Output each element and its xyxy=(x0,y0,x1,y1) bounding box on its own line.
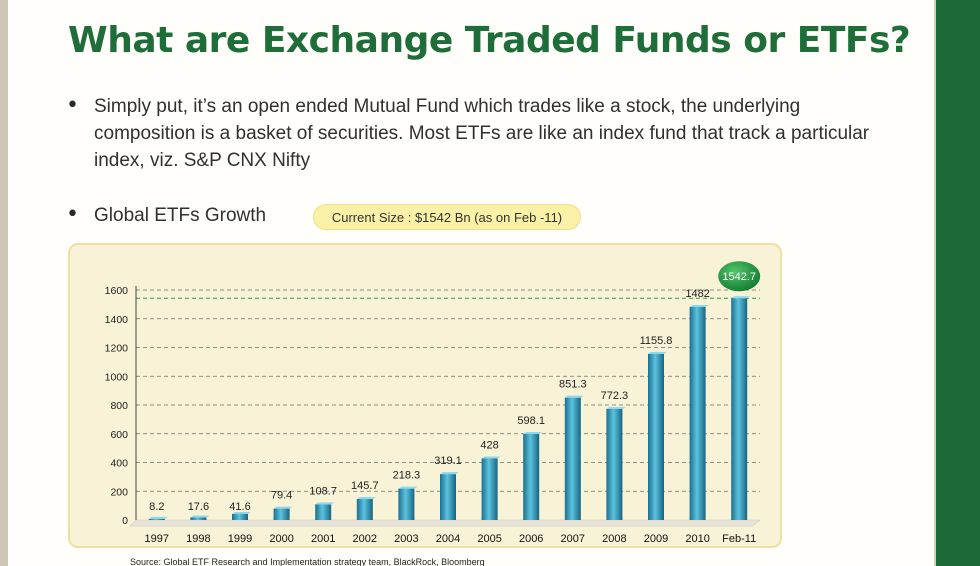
bar-top-2000 xyxy=(273,506,293,509)
y-tick-label-1600: 1600 xyxy=(105,285,129,297)
x-tick-label-Feb-11: Feb-11 xyxy=(722,533,756,545)
data-label-2001: 108.7 xyxy=(309,485,337,497)
data-label-2006: 598.1 xyxy=(517,415,545,427)
bar-1999 xyxy=(232,514,248,520)
y-tick-label-1000: 1000 xyxy=(105,371,129,383)
bar-top-2007 xyxy=(564,395,584,398)
y-tick-label-1200: 1200 xyxy=(105,343,129,355)
bar-top-2009 xyxy=(648,351,667,354)
chart-floor xyxy=(129,519,761,527)
bar-top-2001 xyxy=(315,502,335,505)
bar-1998 xyxy=(190,517,207,520)
x-tick-label-2000: 2000 xyxy=(269,533,293,545)
bullet-marker-1: • xyxy=(66,93,79,118)
bar-2005 xyxy=(481,458,498,520)
bar-top-Feb-11 xyxy=(731,296,751,299)
x-tick-label-2009: 2009 xyxy=(644,533,668,545)
data-label-2004: 319.1 xyxy=(434,455,462,467)
bar-1997 xyxy=(148,518,165,520)
bar-2008 xyxy=(606,408,623,520)
x-tick-label-2006: 2006 xyxy=(519,533,543,545)
x-tick-label-1998: 1998 xyxy=(186,533,210,545)
x-tick-label-1997: 1997 xyxy=(145,533,169,545)
etf-growth-chart: 0 200 400 600 800 1000 1200 1400 1600 1997 8.2 1998… xyxy=(105,261,761,545)
x-tick-label-2004: 2004 xyxy=(436,533,460,545)
data-label-2010: 1482 xyxy=(685,288,709,300)
side-band xyxy=(936,0,980,566)
data-label-2005: 428 xyxy=(480,439,498,451)
data-label-2008: 772.3 xyxy=(601,390,629,402)
bar-top-1999 xyxy=(232,512,251,515)
bar-top-2003 xyxy=(398,486,418,489)
bar-top-2006 xyxy=(523,432,543,435)
bar-2009 xyxy=(648,353,664,520)
bar-top-2002 xyxy=(356,497,376,500)
x-tick-label-1999: 1999 xyxy=(228,533,252,545)
bullet-text-1: Simply put, it’s an open ended Mutual Fu… xyxy=(94,96,870,171)
side-band-divider xyxy=(934,0,936,566)
slide-title: What are Exchange Traded Funds or ETFs? xyxy=(68,20,911,61)
bar-top-1997 xyxy=(148,516,168,519)
data-label-2007: 851.3 xyxy=(559,379,587,391)
bar-2007 xyxy=(564,397,581,520)
data-label-2009: 1155.8 xyxy=(640,335,673,347)
current-size-badge: Current Size : $1542 Bn (as on Feb -11) xyxy=(313,204,581,230)
bar-top-2005 xyxy=(481,456,501,459)
data-label-2000: 79.4 xyxy=(271,490,292,502)
bar-2002 xyxy=(356,499,373,520)
data-label-1999: 41.6 xyxy=(229,501,250,513)
x-tick-label-2003: 2003 xyxy=(394,533,418,545)
x-tick-label-2001: 2001 xyxy=(311,533,335,545)
bar-2003 xyxy=(398,488,415,520)
y-tick-label-200: 200 xyxy=(110,486,128,498)
y-tick-label-0: 0 xyxy=(122,515,128,527)
slide: What are Exchange Traded Funds or ETFs? … xyxy=(8,0,980,566)
highlight-value-badge xyxy=(718,261,761,292)
data-label-2002: 145.7 xyxy=(351,480,379,492)
y-tick-label-1400: 1400 xyxy=(105,314,129,326)
y-tick-label-400: 400 xyxy=(110,458,128,470)
bar-top-2004 xyxy=(440,472,459,475)
bullet-text-2: Global ETFs Growth xyxy=(94,205,267,226)
x-tick-label-2002: 2002 xyxy=(353,533,377,545)
x-tick-label-2007: 2007 xyxy=(561,533,585,545)
data-label-Feb-11: 1542.7 xyxy=(722,271,756,283)
bar-top-2008 xyxy=(606,406,626,409)
data-label-1997: 8.2 xyxy=(149,501,164,513)
x-tick-label-2008: 2008 xyxy=(602,533,626,545)
data-label-1998: 17.6 xyxy=(188,501,209,513)
bar-2001 xyxy=(315,504,332,520)
y-tick-label-800: 800 xyxy=(110,400,128,412)
bar-top-1998 xyxy=(190,515,210,518)
bar-top-2010 xyxy=(689,304,709,307)
bar-2000 xyxy=(273,508,290,520)
x-tick-label-2010: 2010 xyxy=(685,533,709,545)
data-label-2003: 218.3 xyxy=(393,470,421,482)
x-tick-label-2005: 2005 xyxy=(477,533,501,545)
bar-2004 xyxy=(440,474,456,520)
source-note: Source: Global ETF Research and Implemen… xyxy=(130,557,485,566)
bar-2010 xyxy=(689,306,706,520)
bar-Feb-11 xyxy=(731,298,748,520)
bar-2006 xyxy=(523,434,540,520)
y-tick-label-600: 600 xyxy=(110,429,128,441)
left-edge-strip xyxy=(0,0,8,566)
bullet-marker-2: • xyxy=(66,202,79,227)
